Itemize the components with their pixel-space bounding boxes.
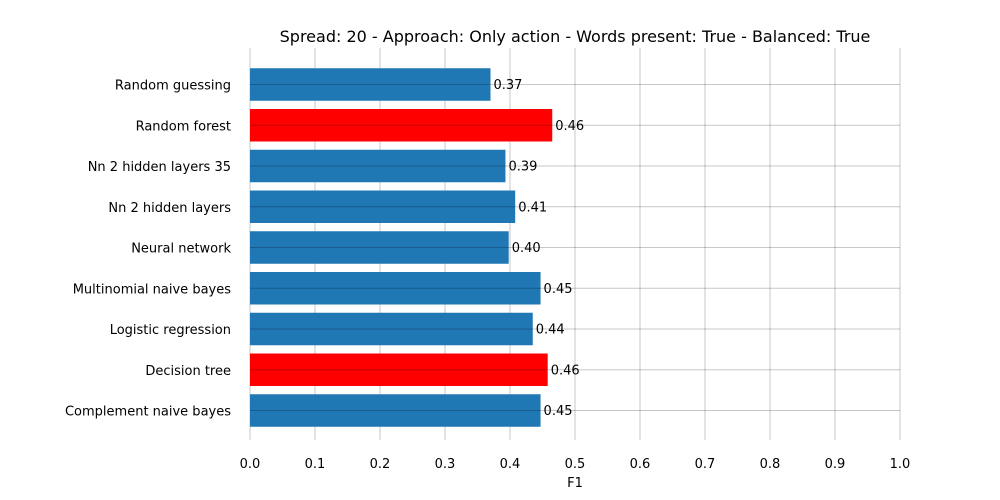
y-tick-label: Logistic regression <box>110 323 231 338</box>
x-tick-label: 0.3 <box>435 457 456 472</box>
data-label: 0.46 <box>555 119 584 134</box>
bars <box>250 68 553 427</box>
data-label: 0.39 <box>508 160 537 175</box>
bar <box>250 312 533 346</box>
x-tick-label: 0.8 <box>760 457 781 472</box>
y-tick-label: Neural network <box>131 242 231 257</box>
data-label: 0.46 <box>551 363 580 378</box>
bar <box>250 149 506 183</box>
chart-title: Spread: 20 - Approach: Only action - Wor… <box>280 27 871 46</box>
bar <box>250 353 548 386</box>
data-label: 0.45 <box>544 404 573 419</box>
y-tick-label: Random forest <box>136 119 231 134</box>
x-tick-label: 0.9 <box>825 457 846 472</box>
bar <box>250 231 509 264</box>
horizontal-grid <box>250 84 900 411</box>
data-label: 0.41 <box>518 200 547 215</box>
x-tick-label: 0.4 <box>500 457 521 472</box>
bar <box>250 68 491 101</box>
y-tick-label: Complement naive bayes <box>65 405 231 420</box>
bar <box>250 109 553 142</box>
y-tick-labels: Random guessing Random forest Nn 2 hidden … <box>65 79 231 420</box>
x-tick-label: 1.0 <box>890 457 911 472</box>
x-tick-label: 0.7 <box>695 457 716 472</box>
data-label: 0.40 <box>512 241 541 256</box>
data-label: 0.37 <box>494 78 523 93</box>
bar <box>250 272 541 305</box>
data-label: 0.45 <box>544 282 573 297</box>
data-labels: 0.37 0.46 0.39 0.41 0.40 0.45 0.44 0.46 0.45 <box>494 78 585 419</box>
y-tick-label: Nn 2 hidden layers 35 <box>88 160 231 175</box>
data-label: 0.44 <box>536 323 565 338</box>
x-tick-labels: 0.0 0.1 0.2 0.3 0.4 0.5 0.6 0.7 0.8 0.9 1.0 <box>240 457 911 472</box>
x-tick-label: 0.0 <box>240 457 261 472</box>
x-tick-label: 0.2 <box>370 457 391 472</box>
x-tick-label: 0.5 <box>565 457 586 472</box>
y-tick-label: Random guessing <box>115 79 231 94</box>
y-tick-label: Decision tree <box>145 364 231 379</box>
x-tick-label: 0.1 <box>305 457 326 472</box>
x-tick-label: 0.6 <box>630 457 651 472</box>
x-axis-label: F1 <box>567 476 583 491</box>
y-tick-label: Nn 2 hidden layers <box>108 201 231 216</box>
y-tick-label: Multinomial naive bayes <box>73 282 232 297</box>
bar <box>250 394 541 427</box>
bar <box>250 190 516 223</box>
